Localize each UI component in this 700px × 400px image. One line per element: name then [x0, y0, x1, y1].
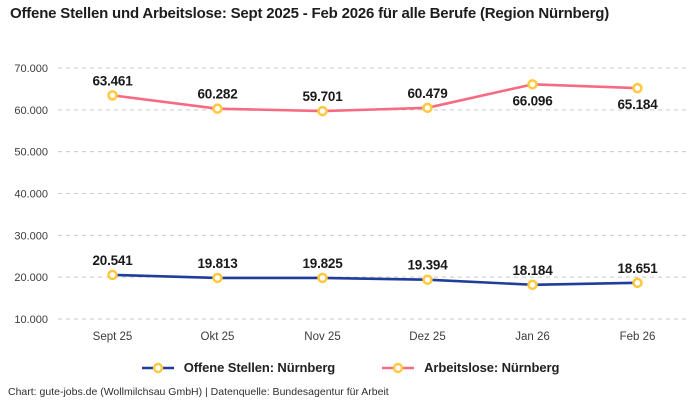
data-point-marker[interactable] — [212, 103, 223, 114]
data-point-label: 65.184 — [617, 97, 658, 112]
data-point-label: 60.282 — [197, 87, 237, 102]
y-axis-tick-label: 20.000 — [14, 272, 48, 284]
y-axis-tick-label: 30.000 — [14, 230, 48, 242]
legend-label: Offene Stellen: Nürnberg — [183, 360, 336, 375]
data-point-marker[interactable] — [632, 277, 643, 289]
data-point-marker[interactable] — [107, 90, 118, 101]
data-point-marker[interactable] — [317, 272, 328, 284]
series-line-1 — [111, 83, 639, 113]
data-point-label: 20.541 — [92, 253, 133, 268]
data-point-label: 60.479 — [407, 86, 447, 101]
y-axis-tick-label: 70.000 — [14, 63, 48, 75]
data-point-marker[interactable] — [212, 272, 223, 284]
x-axis-tick-label: Okt 25 — [201, 331, 235, 343]
y-axis-tick-label: 60.000 — [14, 105, 48, 117]
y-axis-tick-label: 40.000 — [14, 189, 48, 201]
chart-attribution: Chart: gute-jobs.de (Wollmilchsau GmbH) … — [8, 386, 389, 398]
data-point-label: 19.813 — [197, 256, 238, 271]
series-line-0 — [111, 273, 639, 287]
x-axis-tick-label: Dez 25 — [409, 331, 445, 343]
data-point-marker[interactable] — [527, 279, 538, 291]
chart-title: Offene Stellen und Arbeitslose: Sept 202… — [10, 5, 610, 22]
data-point-label: 59.701 — [302, 89, 343, 104]
legend-item: Arbeitslose: Nürnberg — [381, 360, 559, 375]
x-axis-tick-label: Jan 26 — [515, 331, 550, 343]
data-point-marker[interactable] — [422, 102, 433, 114]
data-point-marker[interactable] — [317, 105, 328, 117]
data-point-marker[interactable] — [632, 82, 643, 94]
line-chart-canvas: 10.000 20.000 30.000 40.000 50.000 60.000 70.0… — [14, 63, 690, 343]
y-axis-tick-label: 10.000 — [14, 314, 48, 326]
data-point-label: 18.184 — [512, 263, 553, 278]
chart-legend: Offene Stellen: Nürnberg Arbeitslose: Nür… — [0, 360, 700, 375]
x-axis-tick-label: Nov 25 — [304, 331, 340, 343]
data-point-marker[interactable] — [527, 79, 538, 90]
legend-line-marker-icon — [382, 362, 415, 373]
legend-label: Arbeitslose: Nürnberg — [424, 360, 560, 375]
data-point-label: 66.096 — [512, 93, 553, 108]
y-axis-tick-label: 50.000 — [14, 147, 48, 159]
x-axis-tick-label: Sept 25 — [93, 331, 133, 343]
x-axis-tick-label: Feb 26 — [620, 331, 656, 343]
data-point-label: 19.394 — [407, 258, 448, 273]
data-point-label: 18.651 — [617, 261, 658, 276]
legend-line-marker-icon — [141, 362, 174, 373]
data-point-marker[interactable] — [107, 269, 118, 281]
legend-item: Offene Stellen: Nürnberg — [141, 360, 335, 375]
data-point-label: 19.825 — [302, 256, 343, 271]
data-point-label: 63.461 — [92, 73, 133, 88]
data-point-marker[interactable] — [422, 274, 433, 285]
